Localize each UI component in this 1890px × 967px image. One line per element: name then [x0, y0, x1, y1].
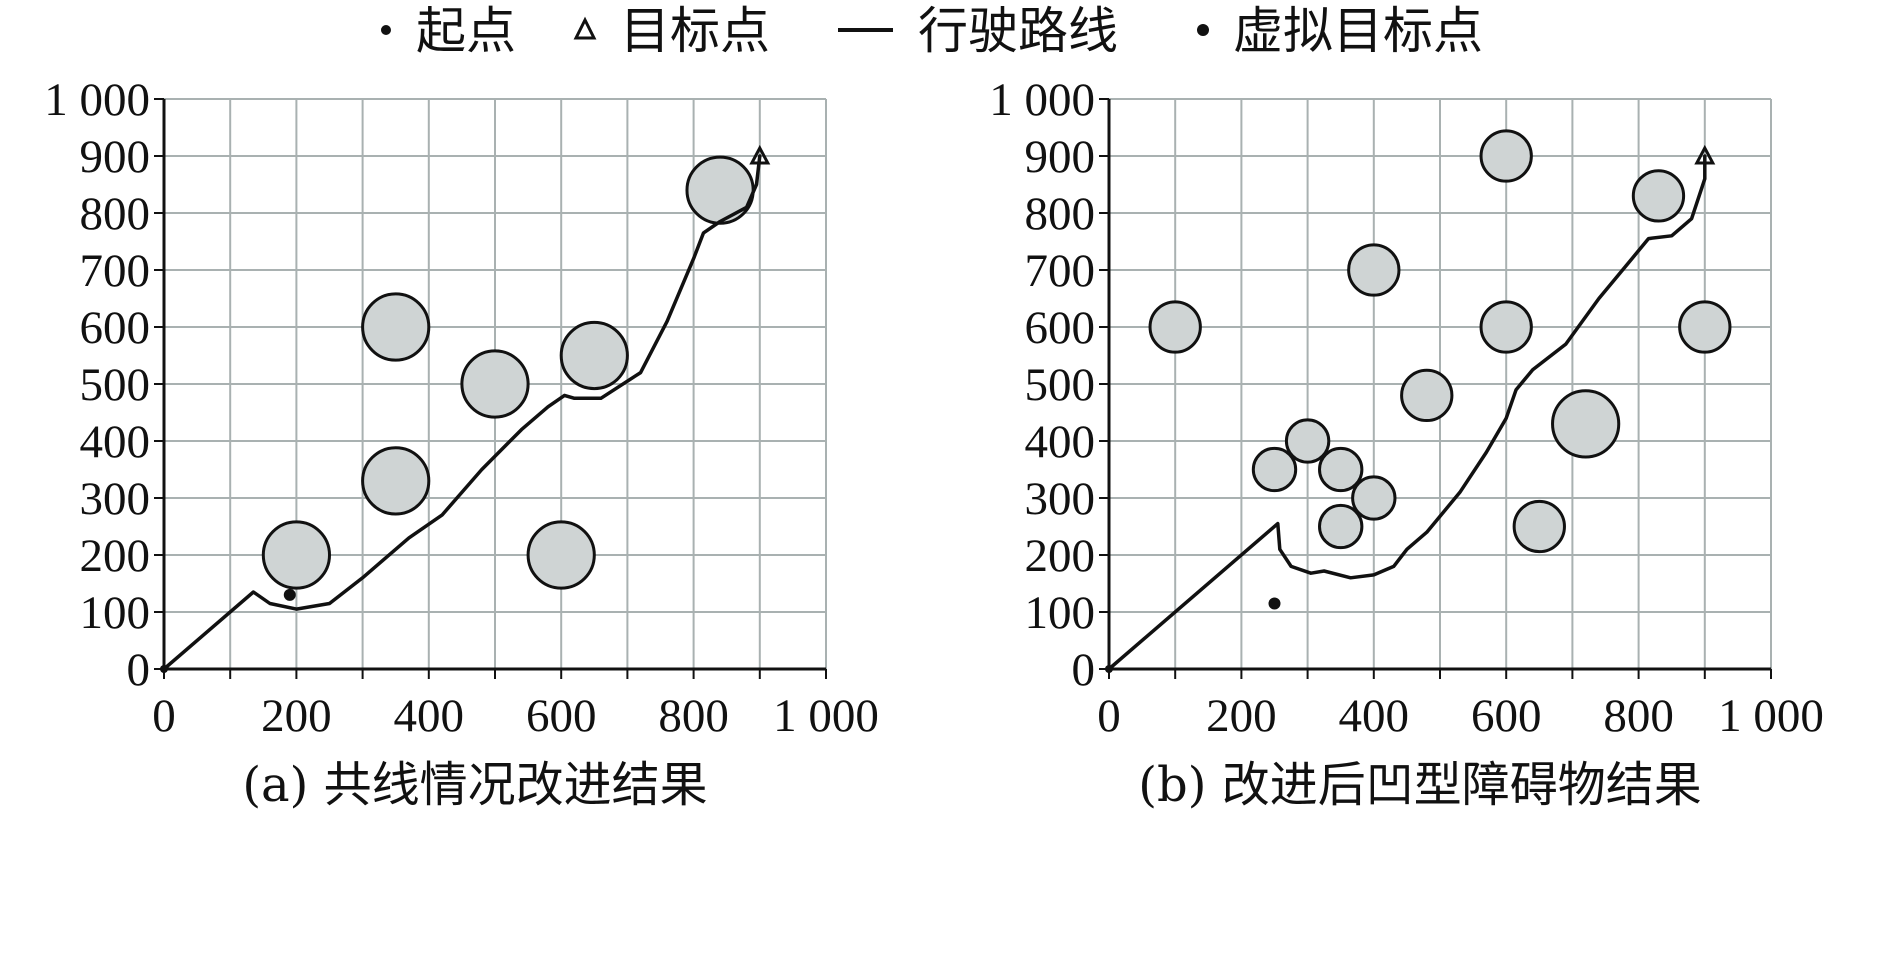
target-point	[749, 144, 771, 165]
legend-item-target: 目标点	[573, 2, 770, 60]
x-tick-label: 200	[261, 690, 332, 742]
obstacle-circle	[1318, 446, 1364, 493]
obstacle-circle	[526, 520, 596, 590]
y-tick-label: 300	[1025, 473, 1096, 525]
y-tick-label: 600	[80, 302, 151, 354]
y-tick-label: 400	[1025, 416, 1096, 468]
legend-label-start: 起点	[416, 2, 516, 60]
obstacle-circle	[1148, 300, 1202, 354]
dot-icon	[381, 25, 391, 35]
x-tick-label: 1 000	[773, 690, 879, 742]
y-tick-label: 700	[80, 245, 151, 297]
obstacle-circle	[460, 349, 530, 419]
x-tick-label: 600	[1471, 690, 1542, 742]
obstacle-circle	[1512, 499, 1566, 554]
x-tick-label: 0	[1097, 690, 1121, 742]
y-tick-label: 600	[1025, 302, 1096, 354]
y-tick-label: 100	[80, 587, 151, 639]
star-dot-icon	[1197, 24, 1209, 36]
obstacle-circle	[1284, 418, 1331, 464]
obstacle-circle	[1551, 389, 1621, 459]
legend-label-virtual-target: 虚拟目标点	[1233, 2, 1483, 60]
obstacle-circle	[1631, 169, 1686, 223]
virtual-target-point	[283, 588, 296, 601]
y-tick-label: 1 000	[989, 80, 1095, 126]
obstacle-circle	[1351, 475, 1397, 521]
obstacle-circle	[261, 520, 331, 590]
y-tick-label: 400	[80, 416, 151, 468]
caption-b: (b) 改进后凹型障碍物结果	[1138, 757, 1701, 813]
obstacle-circle	[559, 320, 629, 391]
y-tick-label: 200	[80, 530, 151, 582]
x-tick-label: 600	[526, 690, 597, 742]
route-line	[162, 154, 762, 671]
y-tick-label: 0	[127, 644, 151, 696]
obstacle-circle	[1479, 300, 1533, 354]
legend-label-target: 目标点	[620, 2, 770, 60]
obstacle-circle	[361, 446, 431, 516]
legend-item-start: 起点	[381, 2, 516, 60]
y-tick-label: 200	[1025, 530, 1096, 582]
x-tick-label: 800	[658, 690, 729, 742]
obstacle-circle	[1678, 300, 1732, 354]
obstacle-circle	[361, 292, 431, 362]
y-tick-label: 0	[1072, 644, 1096, 696]
x-tick-label: 0	[152, 690, 176, 742]
obstacle-circle	[685, 155, 755, 225]
obstacle-circle	[1251, 446, 1298, 493]
caption-a: (a) 共线情况改进结果	[242, 757, 707, 813]
y-tick-label: 700	[1025, 245, 1096, 297]
y-tick-label: 1 000	[44, 80, 150, 126]
y-tick-label: 900	[1025, 131, 1096, 183]
start-point	[1105, 665, 1113, 673]
y-tick-label: 800	[80, 188, 151, 240]
legend-item-virtual-target: 虚拟目标点	[1197, 2, 1483, 60]
obstacle-circle	[1479, 129, 1533, 183]
route-line	[1107, 154, 1707, 671]
x-tick-label: 800	[1603, 690, 1674, 742]
y-tick-label: 800	[1025, 188, 1096, 240]
target-point	[1694, 144, 1716, 165]
y-tick-label: 900	[80, 131, 151, 183]
start-point	[160, 665, 168, 673]
x-tick-label: 1 000	[1718, 690, 1824, 742]
x-tick-label: 400	[394, 690, 465, 742]
x-tick-label: 200	[1206, 690, 1277, 742]
obstacle-circle	[1318, 503, 1364, 550]
y-tick-label: 300	[80, 473, 151, 525]
y-tick-label: 100	[1025, 587, 1096, 639]
y-tick-label: 500	[1025, 359, 1096, 411]
obstacle-circle	[1400, 368, 1454, 423]
legend-item-route: 行驶路线	[838, 2, 1118, 60]
virtual-target-point	[1268, 597, 1281, 610]
obstacle-circle	[1347, 243, 1401, 297]
triangle-icon	[573, 16, 597, 40]
x-tick-label: 400	[1339, 690, 1410, 742]
legend: 起点 目标点 行驶路线 虚拟目标点	[381, 2, 1483, 60]
y-tick-label: 500	[80, 359, 151, 411]
legend-label-route: 行驶路线	[918, 2, 1118, 60]
